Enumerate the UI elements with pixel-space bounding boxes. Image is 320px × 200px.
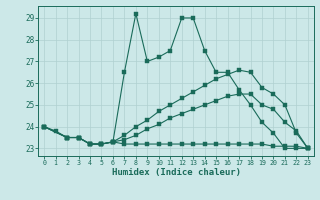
X-axis label: Humidex (Indice chaleur): Humidex (Indice chaleur) [111, 168, 241, 177]
